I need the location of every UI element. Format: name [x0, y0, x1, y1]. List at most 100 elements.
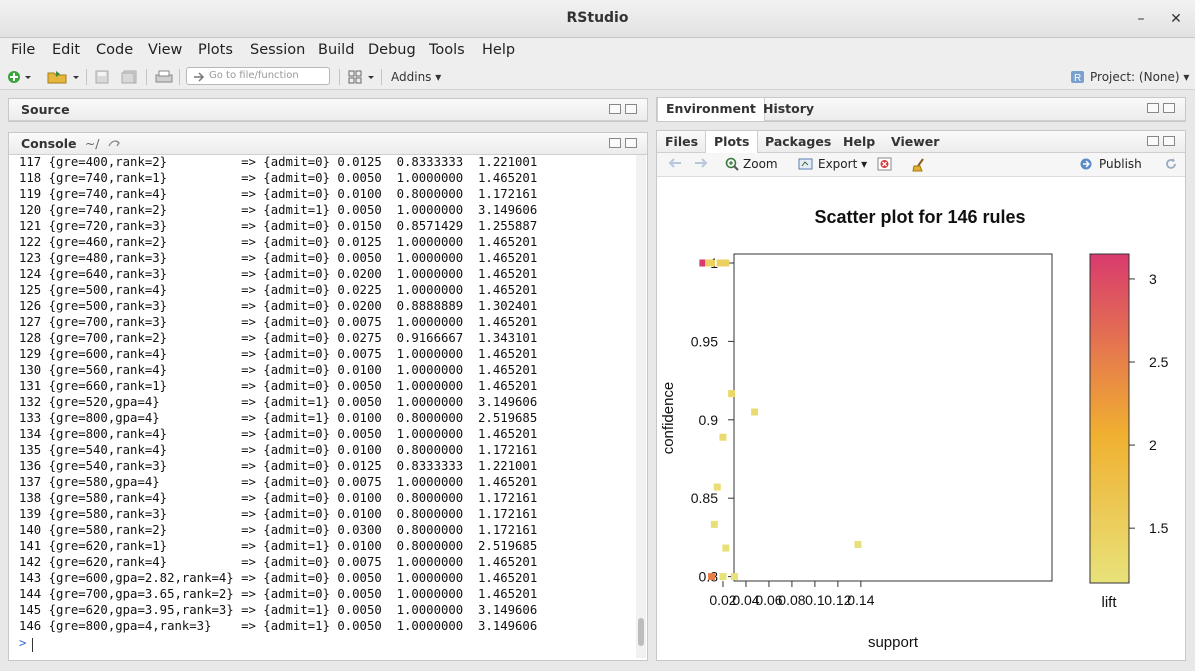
scatter-point [719, 433, 727, 441]
menu-view[interactable]: View [148, 42, 183, 58]
console-line: 130 {gre=560,rank=4} => {admit=0} 0.0100… [19, 362, 538, 377]
tab-plots[interactable]: Plots [705, 131, 759, 154]
publish-button[interactable]: Publish [1079, 157, 1142, 171]
console-line: 119 {gre=740,rank=4} => {admit=0} 0.0100… [19, 186, 538, 201]
console-line: 118 {gre=740,rank=1} => {admit=0} 0.0050… [19, 170, 538, 185]
console-line: 128 {gre=700,rank=2} => {admit=0} 0.0275… [19, 330, 538, 345]
broom-icon [912, 158, 924, 172]
console-scroll-thumb[interactable] [638, 618, 644, 646]
export-label: Export ▾ [818, 157, 868, 171]
source-restore-button[interactable] [609, 104, 621, 114]
env-restore-button[interactable] [1147, 103, 1159, 113]
menu-tools[interactable]: Tools [429, 42, 465, 58]
console-maximize-button[interactable] [625, 138, 637, 148]
grid-icon [348, 70, 374, 84]
clear-plots-button[interactable] [911, 157, 927, 173]
console-line: 124 {gre=640,rank=3} => {admit=0} 0.0200… [19, 266, 538, 281]
console-line: 133 {gre=800,gpa=4} => {admit=1} 0.0100 … [19, 410, 538, 425]
menu-file[interactable]: File [11, 42, 36, 58]
console-line: 141 {gre=620,rank=1} => {admit=1} 0.0100… [19, 538, 538, 553]
console-title: Console [21, 136, 77, 151]
console-prompt[interactable]: > [19, 636, 27, 650]
zoom-label: Zoom [743, 157, 778, 171]
console-line: 120 {gre=740,rank=2} => {admit=1} 0.0050… [19, 202, 538, 217]
menu-edit[interactable]: Edit [52, 42, 81, 58]
addins-menu[interactable]: Addins ▾ [391, 70, 442, 84]
export-icon [798, 158, 813, 170]
main-toolbar: Go to file/function Addins ▾ R Project: … [0, 64, 1195, 90]
remove-plot-button[interactable] [877, 157, 893, 171]
menu-plots[interactable]: Plots [198, 42, 233, 58]
y-axis-label: confidence [660, 382, 677, 455]
scatter-point [710, 520, 718, 528]
console-restore-button[interactable] [609, 138, 621, 148]
goto-file-input[interactable]: Go to file/function [186, 67, 330, 85]
remove-plot-icon [877, 157, 892, 171]
close-button[interactable]: ✕ [1170, 11, 1182, 27]
new-file-icon [8, 71, 31, 83]
zoom-icon [725, 157, 739, 171]
grid-layout-button[interactable] [348, 68, 376, 86]
console-line: 146 {gre=800,gpa=4,rank=3} => {admit=1} … [19, 618, 538, 633]
console-line: 139 {gre=580,rank=3} => {admit=0} 0.0100… [19, 506, 538, 521]
scatter-point [707, 573, 715, 581]
color-tick-label: 2.5 [1149, 354, 1169, 370]
previous-plot-button[interactable] [667, 157, 683, 169]
scatter-point [719, 573, 727, 581]
minimize-button[interactable]: – [1137, 11, 1145, 27]
refresh-plot-button[interactable] [1164, 157, 1178, 171]
menu-help[interactable]: Help [482, 42, 516, 58]
color-tick-label: 1.5 [1149, 520, 1169, 536]
scatter-point [713, 483, 721, 491]
tab-files[interactable]: Files [665, 134, 699, 149]
console-cursor [32, 638, 33, 652]
tab-viewer[interactable]: Viewer [891, 134, 940, 149]
console-line: 121 {gre=720,rank=3} => {admit=0} 0.0150… [19, 218, 538, 233]
console-line: 138 {gre=580,rank=4} => {admit=0} 0.0100… [19, 490, 538, 505]
menu-build[interactable]: Build [318, 42, 355, 58]
menu-code[interactable]: Code [96, 42, 134, 58]
console-tab[interactable]: Console ~/ [13, 133, 130, 155]
console-scrollbar[interactable] [636, 155, 646, 658]
console-line: 129 {gre=600,rank=4} => {admit=0} 0.0075… [19, 346, 538, 361]
project-menu[interactable]: R Project: (None) ▾ [1070, 68, 1189, 86]
zoom-button[interactable]: Zoom [725, 157, 778, 171]
console-line: 144 {gre=700,gpa=3.65,rank=2} => {admit=… [19, 586, 538, 601]
env-maximize-button[interactable] [1163, 103, 1175, 113]
save-button[interactable] [95, 68, 109, 86]
window-title: RStudio [566, 10, 629, 26]
print-button[interactable] [155, 68, 173, 86]
plot-frame [733, 253, 1053, 582]
y-tick-label: 0.85 [691, 490, 718, 506]
scatter-point [751, 408, 759, 416]
console-line: 125 {gre=500,rank=4} => {admit=0} 0.0225… [19, 282, 538, 297]
new-file-button[interactable] [6, 68, 32, 86]
next-plot-button[interactable] [693, 157, 709, 169]
tab-history[interactable]: History [763, 101, 815, 116]
console-line: 127 {gre=700,rank=3} => {admit=0} 0.0075… [19, 314, 538, 329]
plots-restore-button[interactable] [1147, 136, 1159, 146]
window-titlebar: RStudio – ✕ [0, 0, 1195, 38]
menu-session[interactable]: Session [250, 42, 306, 58]
save-all-button[interactable] [121, 68, 137, 86]
x-tick-label: 0.06 [755, 592, 782, 608]
console-line: 131 {gre=660,rank=1} => {admit=0} 0.0050… [19, 378, 538, 393]
tab-help[interactable]: Help [843, 134, 876, 149]
console-line: 140 {gre=580,rank=2} => {admit=0} 0.0300… [19, 522, 538, 537]
source-maximize-button[interactable] [625, 104, 637, 114]
plots-maximize-button[interactable] [1163, 136, 1175, 146]
x-axis-label: support [868, 634, 919, 651]
publish-label: Publish [1099, 157, 1142, 171]
source-pane-title[interactable]: Source [21, 102, 70, 117]
scatter-point [728, 390, 736, 398]
y-tick-label: 0.95 [691, 333, 718, 349]
tab-environment[interactable]: Environment [657, 98, 765, 121]
console-line: 122 {gre=460,rank=2} => {admit=0} 0.0125… [19, 234, 538, 249]
open-file-button[interactable] [46, 68, 80, 86]
menu-debug[interactable]: Debug [368, 42, 416, 58]
console-output[interactable]: 117 {gre=400,rank=2} => {admit=0} 0.0125… [19, 155, 633, 635]
export-menu[interactable]: Export ▾ [798, 157, 867, 171]
tab-packages[interactable]: Packages [765, 134, 832, 149]
console-line: 137 {gre=580,gpa=4} => {admit=0} 0.0075 … [19, 474, 538, 489]
console-line: 142 {gre=620,rank=4} => {admit=0} 0.0075… [19, 554, 538, 569]
